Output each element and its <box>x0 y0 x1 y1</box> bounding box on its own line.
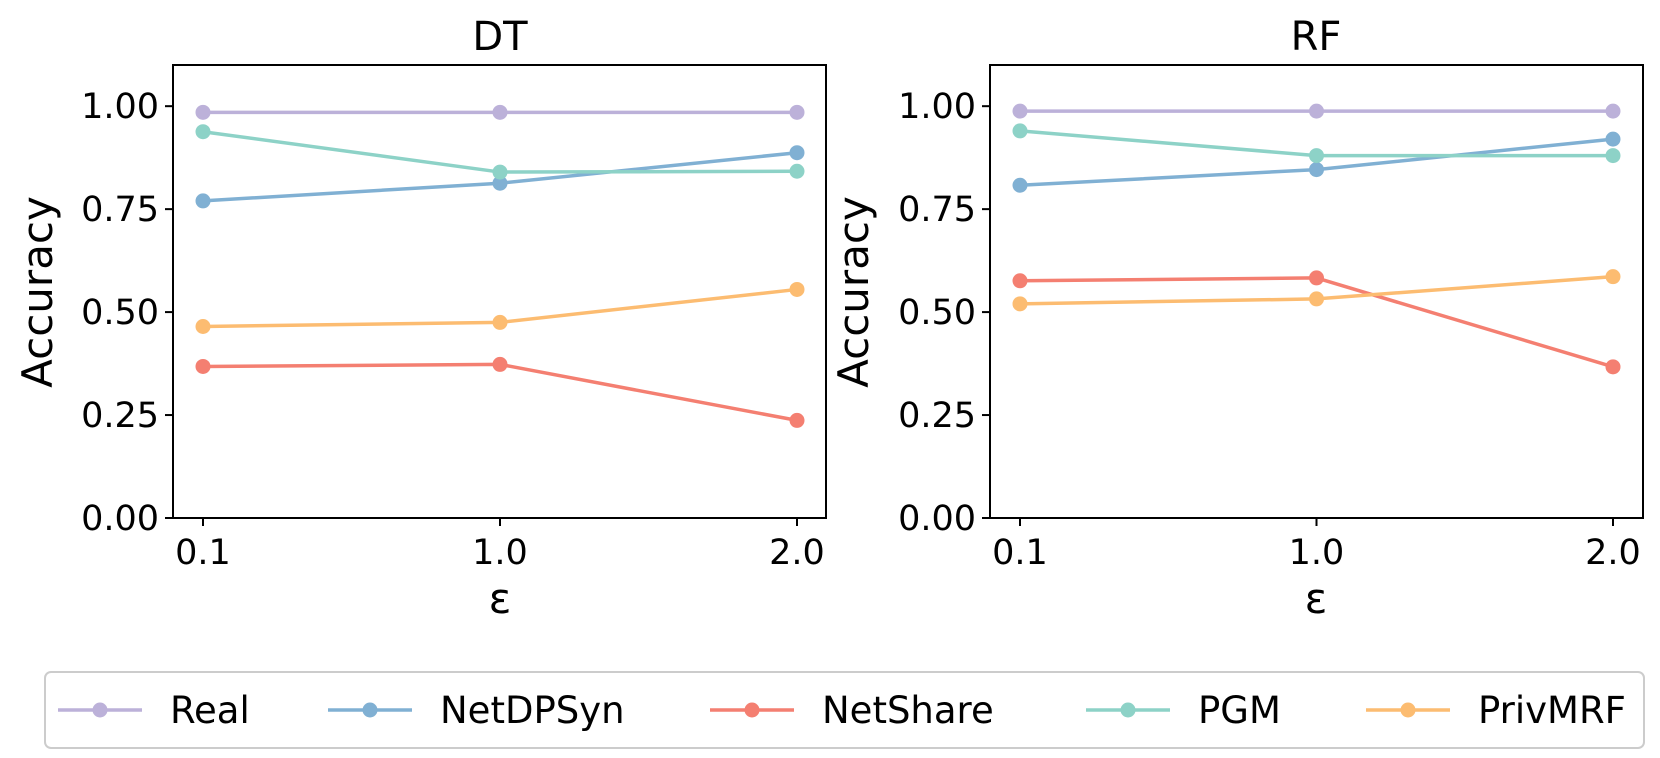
panel-dt-plot-frame <box>172 64 827 519</box>
panel-rf-y-ticks: 0.00 0.25 0.50 0.75 1.00 <box>898 87 990 539</box>
panel-dt-series <box>195 104 805 428</box>
data-point-netdpsyn <box>195 193 211 209</box>
legend-marker-real <box>92 702 108 718</box>
data-point-privmrf <box>789 281 805 297</box>
y-tick-label: 0.75 <box>81 190 159 230</box>
panel-rf-x-label: ε <box>1305 574 1328 623</box>
series-line-netshare <box>1018 276 1615 369</box>
legend-label-netdpsyn: NetDPSyn <box>440 689 625 732</box>
data-point-pgm <box>195 124 211 140</box>
x-tick-label: 0.1 <box>175 533 231 573</box>
data-point-netdpsyn <box>1309 162 1324 178</box>
x-tick-label: 2.0 <box>769 533 825 573</box>
panel-rf-plot-frame <box>989 64 1644 519</box>
legend-marker-pgm <box>1120 702 1136 718</box>
x-tick-label: 2.0 <box>1585 533 1641 573</box>
panel-dt-y-label: Accuracy <box>13 196 62 388</box>
y-tick-label: 0.50 <box>81 293 159 333</box>
panel-rf: RF 0.00 0.25 0.50 0.75 1.00 0.1 1.0 2.0 Accura… <box>829 14 1644 623</box>
legend-label-pgm: PGM <box>1198 689 1281 732</box>
data-point-pgm <box>492 164 508 180</box>
panel-dt-x-label: ε <box>489 574 512 623</box>
y-tick-label: 1.00 <box>898 87 976 127</box>
legend-item-privmrf: PrivMRF <box>1366 689 1626 732</box>
panel-dt-y-ticks: 0.00 0.25 0.50 0.75 1.00 <box>81 87 173 539</box>
legend-marker-netdpsyn <box>362 702 378 718</box>
data-point-real <box>492 104 508 120</box>
panel-rf-y-label: Accuracy <box>829 196 878 388</box>
data-point-netshare <box>1309 270 1324 286</box>
data-point-privmrf <box>492 314 508 330</box>
data-point-privmrf <box>195 319 211 335</box>
data-point-real <box>1309 103 1324 119</box>
series-line-netshare <box>201 362 799 423</box>
y-tick-label: 0.25 <box>898 396 976 436</box>
legend-item-pgm: PGM <box>1086 689 1281 732</box>
legend-label-real: Real <box>170 689 250 732</box>
data-point-netshare <box>1012 273 1028 289</box>
data-point-real <box>1012 103 1028 119</box>
data-point-netshare <box>1605 359 1621 375</box>
data-point-netdpsyn <box>1012 177 1028 193</box>
data-point-netdpsyn <box>1605 131 1621 147</box>
data-point-privmrf <box>1309 291 1324 307</box>
y-tick-label: 0.50 <box>898 293 976 333</box>
legend-item-netdpsyn: NetDPSyn <box>328 689 625 732</box>
legend-label-privmrf: PrivMRF <box>1478 689 1626 732</box>
data-point-netdpsyn <box>789 145 805 161</box>
data-point-pgm <box>789 163 805 179</box>
x-tick-label: 1.0 <box>472 533 528 573</box>
panel-dt-title: DT <box>472 14 528 60</box>
panel-dt-x-ticks: 0.1 1.0 2.0 <box>175 518 825 573</box>
data-point-netshare <box>789 412 805 428</box>
data-point-privmrf <box>1605 269 1621 285</box>
legend-marker-privmrf <box>1400 702 1416 718</box>
data-point-real <box>1605 103 1621 119</box>
x-tick-label: 0.1 <box>992 533 1048 573</box>
y-tick-label: 0.75 <box>898 190 976 230</box>
legend: Real NetDPSyn NetShare PGM PrivMRF <box>44 671 1645 749</box>
data-point-netshare <box>195 358 211 374</box>
legend-box <box>44 671 1645 749</box>
data-point-netshare <box>492 356 508 372</box>
y-tick-label: 0.00 <box>898 499 976 539</box>
y-tick-label: 1.00 <box>81 87 159 127</box>
y-tick-label: 0.00 <box>81 499 159 539</box>
data-point-real <box>195 104 211 120</box>
data-point-pgm <box>1012 123 1028 139</box>
legend-item-real: Real <box>58 689 250 732</box>
legend-label-netshare: NetShare <box>822 689 994 732</box>
data-point-pgm <box>1309 148 1324 164</box>
panel-dt: DT 0.00 0.25 0.50 0.75 1.00 0.1 1.0 2.0 Accura… <box>13 14 827 623</box>
legend-marker-netshare <box>744 702 760 718</box>
data-point-real <box>789 104 805 120</box>
data-point-pgm <box>1605 148 1621 164</box>
panel-rf-title: RF <box>1291 14 1342 60</box>
legend-item-netshare: NetShare <box>710 689 994 732</box>
panel-rf-series <box>1012 103 1621 375</box>
y-tick-label: 0.25 <box>81 396 159 436</box>
panel-rf-x-ticks: 0.1 1.0 2.0 <box>992 518 1641 573</box>
x-tick-label: 1.0 <box>1289 533 1345 573</box>
data-point-privmrf <box>1012 296 1028 312</box>
data-point-netdpsyn <box>492 175 508 191</box>
